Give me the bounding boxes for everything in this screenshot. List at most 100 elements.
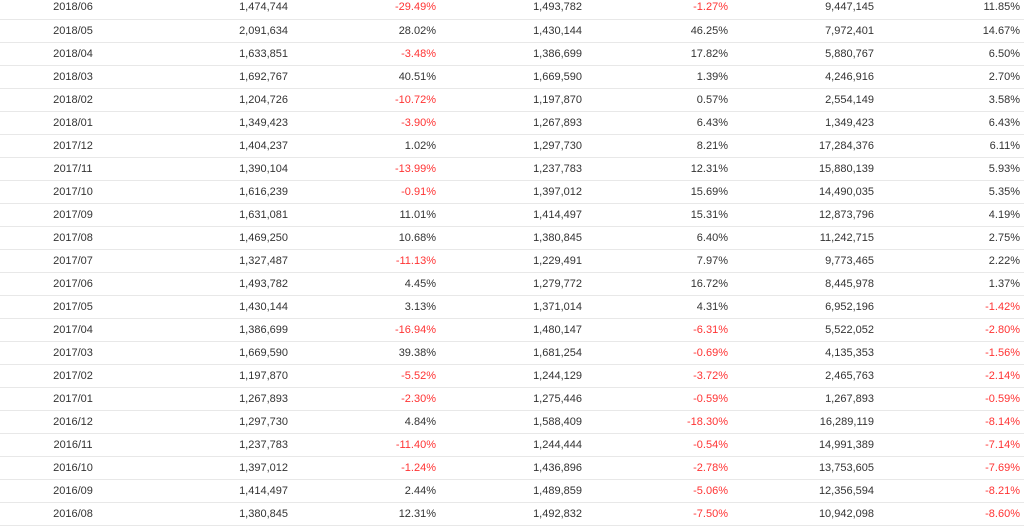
cumulative-cell: 1,267,893 (732, 387, 878, 411)
cumulative-change-cell: 6.11% (878, 134, 1024, 158)
change-b-cell: -1.27% (586, 0, 732, 20)
cumulative-change-cell: 2.70% (878, 65, 1024, 89)
cumulative-cell: 8,445,978 (732, 272, 878, 296)
cumulative-change-cell: 11.85% (878, 0, 1024, 20)
value-b-cell: 1,267,893 (440, 111, 586, 135)
change-b-cell: 17.82% (586, 42, 732, 66)
table-row: 2017/08 1,469,250 10.68% 1,380,845 6.40% 11,2… (0, 226, 1024, 250)
month-cell: 2018/02 (0, 88, 146, 112)
change-a-cell: 4.84% (292, 410, 440, 434)
cumulative-cell: 2,465,763 (732, 364, 878, 388)
value-a-cell: 1,204,726 (146, 88, 292, 112)
cumulative-change-cell: 14.67% (878, 19, 1024, 43)
change-a-cell: 4.45% (292, 272, 440, 296)
value-b-cell: 1,414,497 (440, 203, 586, 227)
cumulative-change-cell: -1.42% (878, 295, 1024, 319)
value-a-cell: 1,469,250 (146, 226, 292, 250)
table-row: 2016/08 1,380,845 12.31% 1,492,832 -7.50% 10,… (0, 502, 1024, 526)
cumulative-cell: 6,952,196 (732, 295, 878, 319)
month-cell: 2017/12 (0, 134, 146, 158)
table-row: 2018/01 1,349,423 -3.90% 1,267,893 6.43% 1,34… (0, 111, 1024, 135)
cumulative-cell: 17,284,376 (732, 134, 878, 158)
value-b-cell: 1,244,444 (440, 433, 586, 457)
value-a-cell: 1,633,851 (146, 42, 292, 66)
value-b-cell: 1,229,491 (440, 249, 586, 273)
table-row: 2017/10 1,616,239 -0.91% 1,397,012 15.69% 14,… (0, 180, 1024, 204)
cumulative-cell: 5,522,052 (732, 318, 878, 342)
table-row: 2016/10 1,397,012 -1.24% 1,436,896 -2.78% 13,… (0, 456, 1024, 480)
cumulative-cell: 13,753,605 (732, 456, 878, 480)
table-row: 2016/09 1,414,497 2.44% 1,489,859 -5.06% 12,3… (0, 479, 1024, 503)
value-a-cell: 2,091,634 (146, 19, 292, 43)
change-a-cell: -5.52% (292, 364, 440, 388)
month-cell: 2018/05 (0, 19, 146, 43)
cumulative-cell: 2,554,149 (732, 88, 878, 112)
change-b-cell: -3.72% (586, 364, 732, 388)
cumulative-change-cell: -7.69% (878, 456, 1024, 480)
month-cell: 2018/06 (0, 0, 146, 20)
change-b-cell: 16.72% (586, 272, 732, 296)
month-cell: 2016/11 (0, 433, 146, 457)
change-a-cell: -3.90% (292, 111, 440, 135)
change-b-cell: 46.25% (586, 19, 732, 43)
change-a-cell: -11.40% (292, 433, 440, 457)
month-cell: 2018/04 (0, 42, 146, 66)
cumulative-change-cell: 2.75% (878, 226, 1024, 250)
value-b-cell: 1,588,409 (440, 410, 586, 434)
table-row: 2018/06 1,474,744 -29.49% 1,493,782 -1.27% 9,… (0, 0, 1024, 20)
value-b-cell: 1,681,254 (440, 341, 586, 365)
cumulative-cell: 9,447,145 (732, 0, 878, 20)
cumulative-change-cell: -8.21% (878, 479, 1024, 503)
change-b-cell: -18.30% (586, 410, 732, 434)
value-a-cell: 1,430,144 (146, 295, 292, 319)
table-row: 2017/12 1,404,237 1.02% 1,297,730 8.21% 17,28… (0, 134, 1024, 158)
month-cell: 2017/04 (0, 318, 146, 342)
table-row: 2018/03 1,692,767 40.51% 1,669,590 1.39% 4,24… (0, 65, 1024, 89)
table-row: 2016/11 1,237,783 -11.40% 1,244,444 -0.54% 14… (0, 433, 1024, 457)
value-b-cell: 1,489,859 (440, 479, 586, 503)
table-row: 2018/05 2,091,634 28.02% 1,430,144 46.25% 7,9… (0, 19, 1024, 43)
change-a-cell: 10.68% (292, 226, 440, 250)
month-cell: 2017/02 (0, 364, 146, 388)
value-a-cell: 1,349,423 (146, 111, 292, 135)
month-cell: 2016/09 (0, 479, 146, 503)
change-b-cell: 0.57% (586, 88, 732, 112)
value-b-cell: 1,380,845 (440, 226, 586, 250)
table-row: 2017/03 1,669,590 39.38% 1,681,254 -0.69% 4,1… (0, 341, 1024, 365)
value-b-cell: 1,430,144 (440, 19, 586, 43)
cumulative-cell: 11,242,715 (732, 226, 878, 250)
cumulative-change-cell: 6.43% (878, 111, 1024, 135)
change-b-cell: -2.78% (586, 456, 732, 480)
change-b-cell: 4.31% (586, 295, 732, 319)
value-a-cell: 1,414,497 (146, 479, 292, 503)
month-cell: 2016/10 (0, 456, 146, 480)
change-b-cell: 6.43% (586, 111, 732, 135)
change-a-cell: -0.91% (292, 180, 440, 204)
cumulative-cell: 14,991,389 (732, 433, 878, 457)
cumulative-cell: 12,356,594 (732, 479, 878, 503)
change-b-cell: -5.06% (586, 479, 732, 503)
value-a-cell: 1,297,730 (146, 410, 292, 434)
value-a-cell: 1,692,767 (146, 65, 292, 89)
change-b-cell: 6.40% (586, 226, 732, 250)
change-a-cell: 11.01% (292, 203, 440, 227)
cumulative-change-cell: -8.60% (878, 502, 1024, 526)
value-b-cell: 1,436,896 (440, 456, 586, 480)
value-b-cell: 1,237,783 (440, 157, 586, 181)
change-b-cell: 8.21% (586, 134, 732, 158)
change-a-cell: -13.99% (292, 157, 440, 181)
change-b-cell: 1.39% (586, 65, 732, 89)
month-cell: 2017/03 (0, 341, 146, 365)
cumulative-cell: 10,942,098 (732, 502, 878, 526)
value-a-cell: 1,397,012 (146, 456, 292, 480)
change-a-cell: 12.31% (292, 502, 440, 526)
value-b-cell: 1,493,782 (440, 0, 586, 20)
change-a-cell: -1.24% (292, 456, 440, 480)
change-a-cell: 1.02% (292, 134, 440, 158)
cumulative-cell: 1,349,423 (732, 111, 878, 135)
value-a-cell: 1,631,081 (146, 203, 292, 227)
value-a-cell: 1,493,782 (146, 272, 292, 296)
month-cell: 2018/01 (0, 111, 146, 135)
change-a-cell: 2.44% (292, 479, 440, 503)
